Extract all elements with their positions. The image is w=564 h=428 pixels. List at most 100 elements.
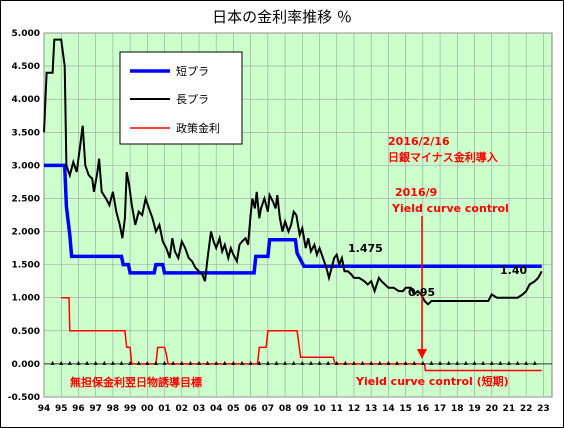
annotation-negative-rate-text: 日銀マイナス金利導入 [388, 150, 498, 164]
zero-line-marker [85, 360, 90, 365]
legend-label-short-prime: 短プラ [176, 64, 209, 78]
zero-line-markers [50, 360, 537, 365]
zero-line-marker [188, 360, 193, 365]
zero-line-marker [343, 360, 348, 365]
x-tick-label: 98 [107, 404, 120, 414]
zero-line-marker [76, 360, 81, 365]
x-tick-label: 08 [279, 404, 292, 414]
x-tick-label: 05 [227, 404, 240, 414]
zero-line-marker [429, 360, 434, 365]
x-tick-label: 94 [38, 404, 51, 414]
zero-line-marker [179, 360, 184, 365]
y-tick-label: -0.500 [8, 393, 40, 403]
y-tick-label: 4.500 [12, 62, 40, 72]
zero-line-marker [119, 360, 124, 365]
zero-line-marker [240, 360, 245, 365]
zero-line-marker [145, 360, 150, 365]
zero-line-marker [506, 360, 511, 365]
x-tick-label: 99 [124, 404, 137, 414]
x-tick-label: 06 [244, 404, 257, 414]
zero-line-marker [231, 360, 236, 365]
zero-line-marker [162, 360, 167, 365]
x-tick-label: 20 [485, 404, 498, 414]
zero-line-marker [196, 360, 201, 365]
chart-title: 日本の金利率推移 ％ [212, 8, 352, 26]
zero-line-marker [300, 360, 305, 365]
x-tick-label: 23 [537, 404, 550, 414]
grid-lines [43, 32, 552, 398]
x-tick-label: 21 [503, 404, 516, 414]
zero-line-marker [222, 360, 227, 365]
x-tick-label: 04 [210, 404, 223, 414]
x-tick-label: 13 [365, 404, 378, 414]
zero-line-marker [369, 360, 374, 365]
zero-line-marker [317, 360, 322, 365]
x-tick-label: 95 [55, 404, 68, 414]
annotation-policy-negative: Yield curve control (短期) [355, 374, 509, 388]
zero-line-marker [386, 360, 391, 365]
zero-line-marker [248, 360, 253, 365]
y-tick-label: 2.000 [12, 228, 40, 238]
zero-line-marker [136, 360, 141, 365]
series-layer [43, 38, 543, 372]
zero-line-marker [102, 360, 107, 365]
y-tick-label: 0.000 [12, 360, 40, 370]
y-tick-label: 2.500 [12, 194, 40, 204]
x-tick-label: 01 [158, 404, 171, 414]
annotation-ycc-date: 2016/9 [395, 186, 437, 199]
label-short-prime-end: 1.475 [348, 242, 383, 255]
zero-line-marker [532, 360, 537, 365]
zero-line-marker [377, 360, 382, 365]
x-tick-label: 18 [451, 404, 464, 414]
zero-line-marker [308, 360, 313, 365]
x-tick-label: 10 [313, 404, 326, 414]
y-tick-label: 4.000 [12, 95, 40, 105]
y-tick-label: 0.500 [12, 327, 40, 337]
y-tick-label: 1.000 [12, 294, 40, 304]
x-tick-label: 15 [399, 404, 412, 414]
zero-line-marker [214, 360, 219, 365]
x-tick-label: 14 [382, 404, 395, 414]
zero-line-marker [515, 360, 520, 365]
zero-line-marker [420, 360, 425, 365]
zero-line-marker [153, 360, 158, 365]
x-tick-label: 17 [434, 404, 447, 414]
zero-line-marker [360, 360, 365, 365]
y-tick-label: 3.500 [12, 128, 40, 138]
y-tick-label: 1.500 [12, 261, 40, 271]
zero-line-marker [351, 360, 356, 365]
zero-line-marker [283, 360, 288, 365]
annotation-ycc-text: Yield curve control [391, 202, 509, 215]
x-tick-label: 12 [348, 404, 361, 414]
zero-line-marker [274, 360, 279, 365]
y-tick-label: 5.000 [12, 29, 40, 39]
zero-line-marker [455, 360, 460, 365]
annotation-arrow-head [417, 349, 427, 359]
x-tick-label: 07 [262, 404, 275, 414]
series-line-2 [61, 296, 542, 372]
zero-line-marker [412, 360, 417, 365]
zero-line-marker [50, 360, 55, 365]
x-tick-label: 97 [89, 404, 102, 414]
annotation-policy-zero: 無担保金利翌日物誘導目標 [70, 375, 202, 389]
zero-line-marker [446, 360, 451, 365]
zero-line-marker [489, 360, 494, 365]
zero-line-marker [395, 360, 400, 365]
y-tick-label: 3.000 [12, 161, 40, 171]
zero-line-marker [438, 360, 443, 365]
label-long-prime-min: 0.95 [408, 286, 435, 299]
x-tick-label: 11 [330, 404, 343, 414]
label-long-prime-end: 1.40 [500, 264, 527, 277]
zero-line-marker [257, 360, 262, 365]
annotation-negative-rate-date: 2016/2/16 [388, 135, 450, 148]
zero-line-marker [93, 360, 98, 365]
zero-line-marker [205, 360, 210, 365]
series-line-0 [44, 163, 542, 275]
zero-line-marker [59, 360, 64, 365]
x-tick-label: 22 [520, 404, 533, 414]
x-tick-label: 16 [417, 404, 430, 414]
x-tick-label: 19 [468, 404, 481, 414]
x-tick-label: 00 [141, 404, 154, 414]
x-tick-label: 03 [193, 404, 206, 414]
